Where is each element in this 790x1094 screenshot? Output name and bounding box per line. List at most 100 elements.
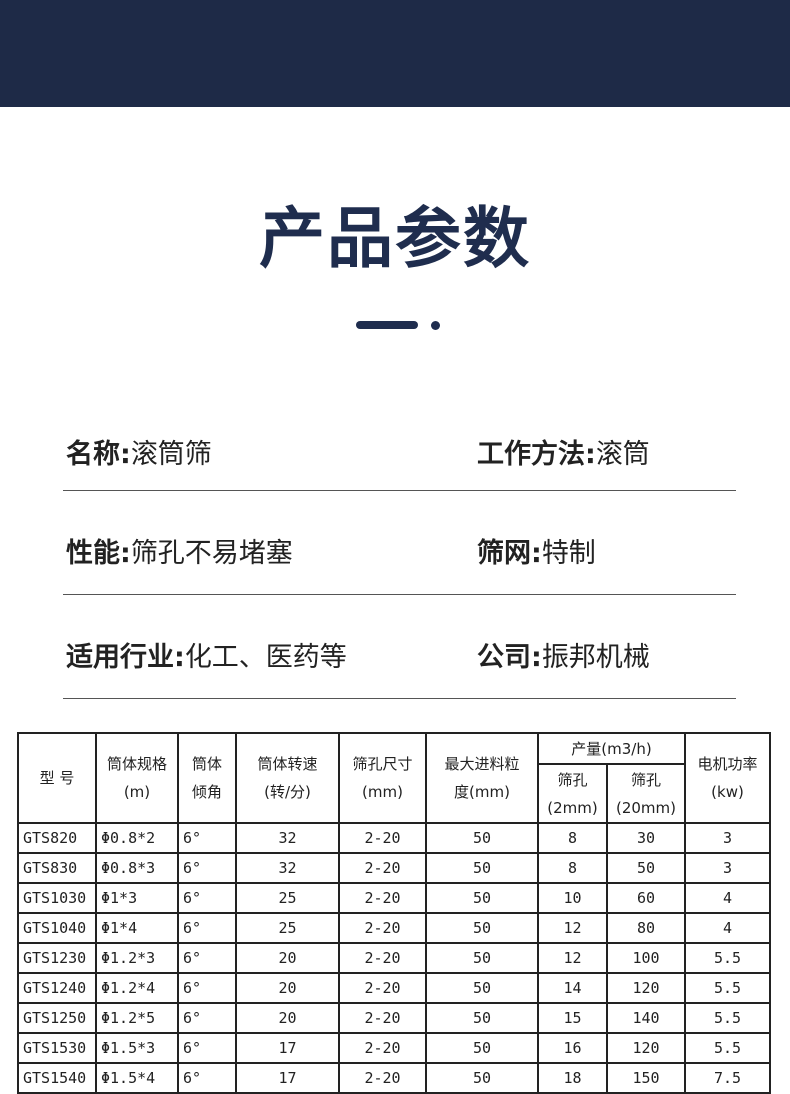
cell-output-20mm: 100 xyxy=(606,942,686,974)
cell-output-2mm: 10 xyxy=(537,882,608,914)
cell-output-2mm: 8 xyxy=(537,822,608,854)
cell-power: 3 xyxy=(684,852,771,884)
cell-output-2mm: 18 xyxy=(537,1062,608,1094)
spec-table: 型 号 筒体规格 (m) 筒体 倾角 筒体转速 (转/分) 筛孔尺寸 (mm) 最大进料… xyxy=(17,732,771,1094)
divider xyxy=(63,594,736,595)
title-dot xyxy=(431,321,440,330)
table-row: GTS1250 Φ1.2*5 6° 20 2-20 50 15 140 5.5 xyxy=(17,1002,771,1034)
table-row: GTS1030 Φ1*3 6° 25 2-20 50 10 60 4 xyxy=(17,882,771,914)
cell-feed: 50 xyxy=(425,1032,539,1064)
cell-angle: 6° xyxy=(177,912,237,944)
info-mesh: 筛网:特制 xyxy=(477,538,596,569)
cell-model: GTS830 xyxy=(17,852,97,884)
cell-power: 7.5 xyxy=(684,1062,771,1094)
cell-spec: Φ1.5*4 xyxy=(95,1062,179,1094)
info-company: 公司:振邦机械 xyxy=(477,642,650,673)
cell-power: 5.5 xyxy=(684,1002,771,1034)
header-spec: 筒体规格 (m) xyxy=(95,732,179,824)
header-output: 产量(m3/h) xyxy=(537,732,686,765)
cell-feed: 50 xyxy=(425,942,539,974)
cell-feed: 50 xyxy=(425,852,539,884)
cell-feed: 50 xyxy=(425,912,539,944)
cell-hole: 2-20 xyxy=(338,822,427,854)
cell-spec: Φ1.2*5 xyxy=(95,1002,179,1034)
table-row: GTS830 Φ0.8*3 6° 32 2-20 50 8 50 3 xyxy=(17,852,771,884)
header-power: 电机功率 (kw) xyxy=(684,732,771,824)
info-performance: 性能:筛孔不易堵塞 xyxy=(66,538,293,569)
info-name: 名称:滚筒筛 xyxy=(66,439,212,470)
cell-angle: 6° xyxy=(177,972,237,1004)
cell-feed: 50 xyxy=(425,882,539,914)
cell-power: 3 xyxy=(684,822,771,854)
cell-model: GTS1040 xyxy=(17,912,97,944)
header-angle: 筒体 倾角 xyxy=(177,732,237,824)
cell-power: 5.5 xyxy=(684,972,771,1004)
cell-output-2mm: 14 xyxy=(537,972,608,1004)
cell-power: 4 xyxy=(684,912,771,944)
cell-spec: Φ0.8*3 xyxy=(95,852,179,884)
info-method: 工作方法:滚筒 xyxy=(477,439,650,470)
header-feed: 最大进料粒 度(mm) xyxy=(425,732,539,824)
info-industry: 适用行业:化工、医药等 xyxy=(66,642,347,673)
cell-angle: 6° xyxy=(177,1002,237,1034)
cell-output-2mm: 15 xyxy=(537,1002,608,1034)
cell-angle: 6° xyxy=(177,942,237,974)
cell-power: 4 xyxy=(684,882,771,914)
cell-output-2mm: 8 xyxy=(537,852,608,884)
cell-output-20mm: 50 xyxy=(606,852,686,884)
divider xyxy=(63,490,736,491)
cell-model: GTS1240 xyxy=(17,972,97,1004)
cell-angle: 6° xyxy=(177,1032,237,1064)
cell-output-20mm: 120 xyxy=(606,972,686,1004)
cell-model: GTS1540 xyxy=(17,1062,97,1094)
cell-feed: 50 xyxy=(425,972,539,1004)
header-output-20mm: 筛孔 (20mm) xyxy=(606,763,686,824)
cell-hole: 2-20 xyxy=(338,942,427,974)
table-row: GTS1040 Φ1*4 6° 25 2-20 50 12 80 4 xyxy=(17,912,771,944)
cell-output-2mm: 12 xyxy=(537,942,608,974)
divider xyxy=(63,698,736,699)
cell-hole: 2-20 xyxy=(338,972,427,1004)
cell-spec: Φ1.2*4 xyxy=(95,972,179,1004)
cell-output-20mm: 80 xyxy=(606,912,686,944)
header-speed: 筒体转速 (转/分) xyxy=(235,732,340,824)
top-banner xyxy=(0,0,790,107)
cell-angle: 6° xyxy=(177,822,237,854)
cell-power: 5.5 xyxy=(684,1032,771,1064)
cell-output-20mm: 120 xyxy=(606,1032,686,1064)
cell-power: 5.5 xyxy=(684,942,771,974)
cell-speed: 17 xyxy=(235,1032,340,1064)
header-output-2mm: 筛孔 (2mm) xyxy=(537,763,608,824)
cell-angle: 6° xyxy=(177,1062,237,1094)
header-hole: 筛孔尺寸 (mm) xyxy=(338,732,427,824)
table-row: GTS1530 Φ1.5*3 6° 17 2-20 50 16 120 5.5 xyxy=(17,1032,771,1064)
cell-output-2mm: 16 xyxy=(537,1032,608,1064)
cell-model: GTS820 xyxy=(17,822,97,854)
title-underline xyxy=(356,321,418,329)
cell-speed: 20 xyxy=(235,1002,340,1034)
cell-hole: 2-20 xyxy=(338,1062,427,1094)
table-row: GTS1540 Φ1.5*4 6° 17 2-20 50 18 150 7.5 xyxy=(17,1062,771,1094)
cell-hole: 2-20 xyxy=(338,1002,427,1034)
cell-spec: Φ1*4 xyxy=(95,912,179,944)
cell-model: GTS1250 xyxy=(17,1002,97,1034)
cell-speed: 25 xyxy=(235,912,340,944)
cell-angle: 6° xyxy=(177,882,237,914)
cell-hole: 2-20 xyxy=(338,1032,427,1064)
cell-output-20mm: 150 xyxy=(606,1062,686,1094)
cell-spec: Φ1.5*3 xyxy=(95,1032,179,1064)
cell-speed: 20 xyxy=(235,972,340,1004)
cell-hole: 2-20 xyxy=(338,852,427,884)
page-title: 产品参数 xyxy=(259,200,531,277)
cell-feed: 50 xyxy=(425,1002,539,1034)
table-row: GTS1240 Φ1.2*4 6° 20 2-20 50 14 120 5.5 xyxy=(17,972,771,1004)
table-row: GTS820 Φ0.8*2 6° 32 2-20 50 8 30 3 xyxy=(17,822,771,854)
cell-speed: 32 xyxy=(235,852,340,884)
cell-feed: 50 xyxy=(425,1062,539,1094)
cell-output-20mm: 30 xyxy=(606,822,686,854)
cell-spec: Φ1.2*3 xyxy=(95,942,179,974)
cell-speed: 17 xyxy=(235,1062,340,1094)
cell-hole: 2-20 xyxy=(338,912,427,944)
cell-model: GTS1030 xyxy=(17,882,97,914)
cell-output-20mm: 60 xyxy=(606,882,686,914)
